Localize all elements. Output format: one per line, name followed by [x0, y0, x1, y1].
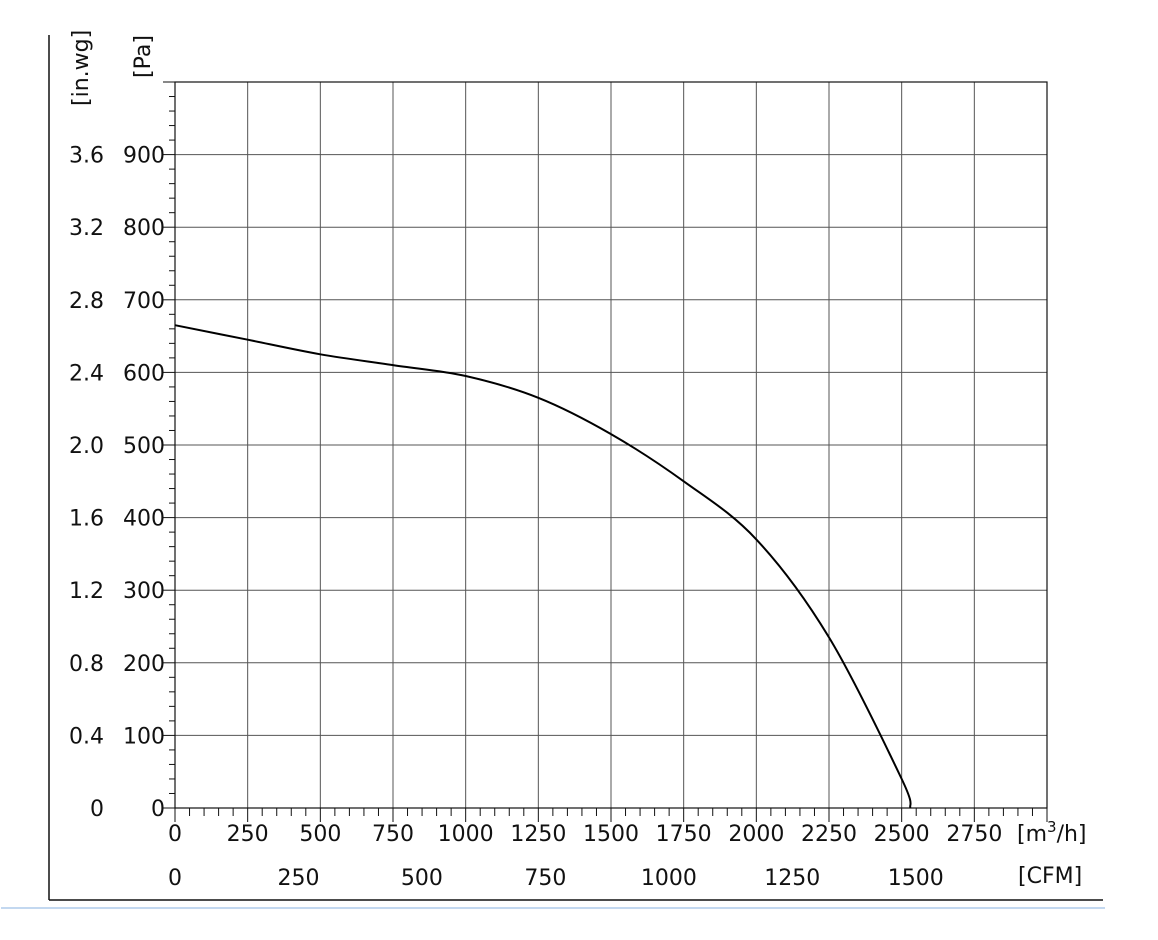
y-axis-inwg-tick-labels: 0 0.4 0.8 1.2 1.6 2.0 2.4 2.8 3.2 3.6: [69, 144, 104, 822]
y-pa-tick-label: 400: [123, 507, 165, 532]
y-inwg-tick-label: 3.2: [69, 216, 104, 241]
x-cfm-tick-label: 0: [168, 866, 182, 891]
y-pa-tick-label: 800: [123, 216, 165, 241]
y-minor-ticks: [163, 81, 175, 809]
x-m3h-tick-label: 1250: [510, 822, 566, 847]
x-m3h-tick-label: 0: [168, 822, 182, 847]
y-axis-pa-tick-labels: 0 100 200 300 400 500 600 700 800 900: [123, 144, 165, 822]
y-pa-tick-label: 300: [123, 579, 165, 604]
y-pa-tick-label: 900: [123, 144, 165, 169]
x-m3h-tick-label: 1500: [583, 822, 639, 847]
y-inwg-tick-label: 0.4: [69, 724, 104, 749]
y-axis-pa-unit-label: [Pa]: [131, 35, 156, 78]
x-axis-m3h-unit-label: [m3/h]: [1017, 818, 1087, 847]
y-pa-tick-label: 0: [151, 797, 165, 822]
x-axis-cfm-tick-labels: 0 250 500 750 1000 1250 1500: [168, 866, 944, 891]
x-m3h-tick-label: 1750: [656, 822, 712, 847]
y-inwg-tick-label: 2.0: [69, 434, 104, 459]
x-axis-cfm-unit-label: [CFM]: [1018, 864, 1082, 889]
x-cfm-tick-label: 1000: [641, 866, 697, 891]
x-cfm-tick-label: 500: [401, 866, 443, 891]
x-m3h-tick-label: 2500: [874, 822, 930, 847]
x-m3h-tick-label: 2750: [946, 822, 1002, 847]
y-inwg-tick-label: 0: [90, 797, 104, 822]
x-cfm-tick-label: 750: [524, 866, 566, 891]
y-inwg-tick-label: 3.6: [69, 144, 104, 169]
x-m3h-tick-label: 500: [299, 822, 341, 847]
x-cfm-tick-label: 250: [277, 866, 319, 891]
x-axis-m3h-tick-labels: 0 250 500 750 1000 1250 1500 1750 2000 2250 2500 27…: [168, 822, 1002, 847]
y-pa-tick-label: 100: [123, 724, 165, 749]
x-m3h-tick-label: 2000: [728, 822, 784, 847]
y-pa-tick-label: 600: [123, 361, 165, 386]
performance-curve: [174, 324, 912, 809]
x-cfm-tick-label: 1250: [764, 866, 820, 891]
x-m3h-tick-label: 1000: [438, 822, 494, 847]
x-m3h-tick-label: 750: [372, 822, 414, 847]
y-axis-inwg-unit-label: [in.wg]: [69, 30, 94, 106]
x-m3h-tick-label: 2250: [801, 822, 857, 847]
y-inwg-tick-label: 1.2: [69, 579, 104, 604]
y-inwg-tick-label: 2.4: [69, 361, 104, 386]
y-inwg-tick-label: 2.8: [69, 289, 104, 314]
x-minor-ticks: [174, 808, 1048, 822]
x-cfm-tick-label: 1500: [888, 866, 944, 891]
y-pa-tick-label: 500: [123, 434, 165, 459]
x-m3h-tick-label: 250: [227, 822, 269, 847]
y-inwg-tick-label: 1.6: [69, 507, 104, 532]
y-pa-tick-label: 700: [123, 289, 165, 314]
y-pa-tick-label: 200: [123, 652, 165, 677]
chart-grid: [175, 82, 1047, 808]
y-inwg-tick-label: 0.8: [69, 652, 104, 677]
